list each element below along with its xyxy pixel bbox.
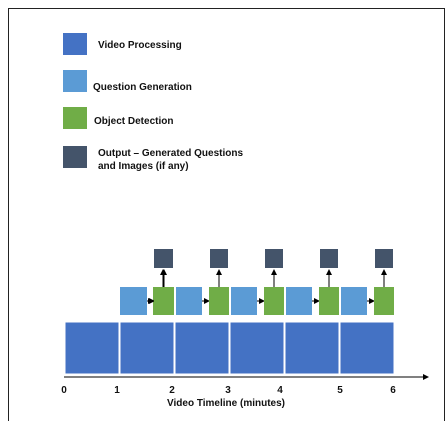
- question-generation-box: [121, 287, 147, 315]
- output-box: [265, 249, 283, 268]
- output-box: [155, 249, 173, 268]
- legend-swatch-video-processing: [63, 33, 87, 55]
- object-detection-box: [154, 287, 174, 315]
- object-detection-box: [264, 287, 284, 315]
- output-box: [320, 249, 338, 268]
- axis-tick-label: 2: [169, 385, 175, 396]
- output-box: [375, 249, 393, 268]
- video-processing-segment: [174, 321, 230, 375]
- object-detection-box: [374, 287, 394, 315]
- legend-label-object-detection: Object Detection: [94, 116, 174, 127]
- object-detection-box: [209, 287, 229, 315]
- axis-tick-label: 6: [390, 385, 396, 396]
- video-processing-segment: [64, 321, 120, 375]
- timeline-axis-label: Video Timeline (minutes): [167, 398, 285, 409]
- legend-label-video-processing: Video Processing: [98, 40, 182, 51]
- legend-label-output-line1: Output – Generated Questions: [98, 148, 244, 159]
- axis-tick-label: 5: [337, 385, 343, 396]
- legend-swatch-question-generation: [63, 70, 87, 92]
- legend-swatch-object-detection: [63, 107, 87, 129]
- diagram-frame: [8, 8, 445, 421]
- question-generation-box: [341, 287, 367, 315]
- axis-tick-label: 0: [61, 385, 67, 396]
- question-generation-box: [176, 287, 202, 315]
- video-processing-segment: [119, 321, 175, 375]
- video-processing-segment: [229, 321, 285, 375]
- legend-swatch-output: [63, 146, 87, 168]
- video-processing-segment: [284, 321, 340, 375]
- axis-tick-label: 3: [225, 385, 231, 396]
- output-box: [210, 249, 228, 268]
- legend-label-question-generation: Question Generation: [93, 82, 192, 93]
- object-detection-box: [319, 287, 339, 315]
- axis-tick-label: 1: [114, 385, 120, 396]
- question-generation-box: [286, 287, 312, 315]
- video-processing-segment: [339, 321, 395, 375]
- legend-label-output-line2: and Images (if any): [98, 161, 189, 172]
- axis-tick-label: 4: [277, 385, 283, 396]
- question-generation-box: [231, 287, 257, 315]
